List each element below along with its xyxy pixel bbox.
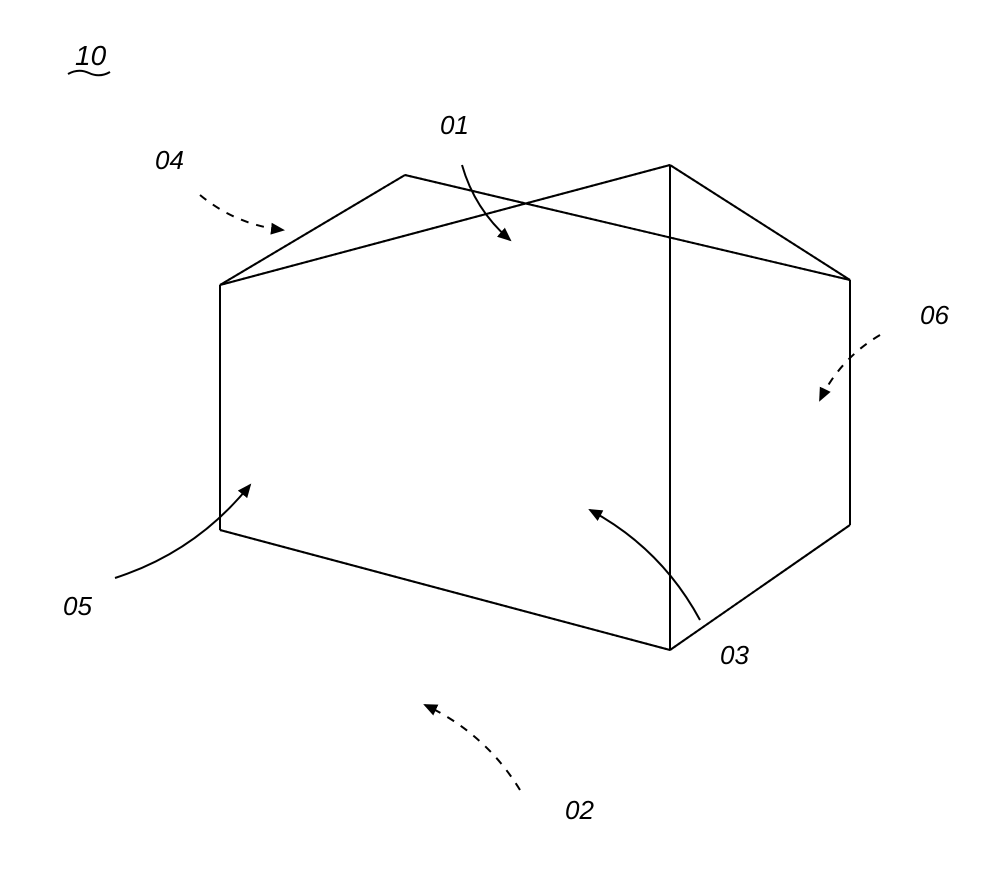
technical-diagram — [0, 0, 1000, 875]
rectangular-box — [220, 165, 850, 650]
label-02: 02 — [565, 795, 594, 826]
label-01: 01 — [440, 110, 469, 141]
label-05: 05 — [63, 591, 92, 622]
label-arrows — [115, 165, 880, 790]
label-03: 03 — [720, 640, 749, 671]
label-06: 06 — [920, 300, 949, 331]
label-04: 04 — [155, 145, 184, 176]
figure-number: 10 — [75, 40, 106, 72]
